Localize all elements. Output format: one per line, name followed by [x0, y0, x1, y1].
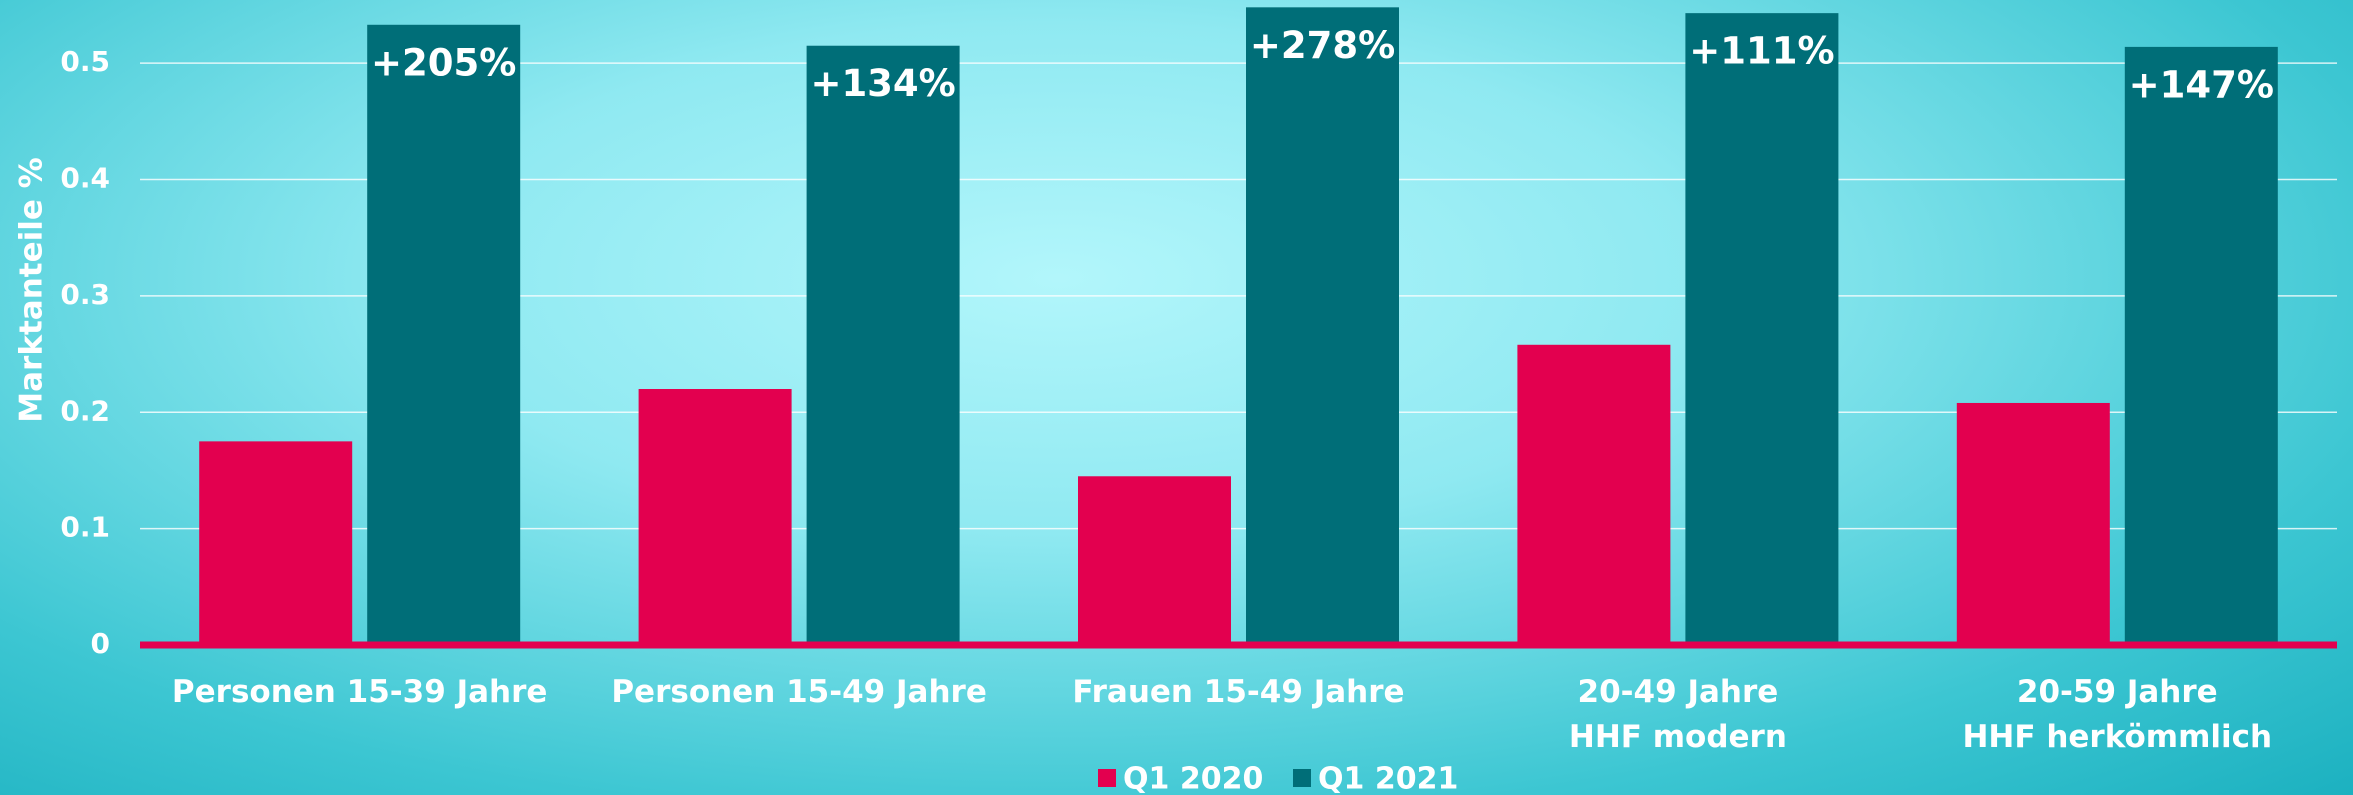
bar — [199, 441, 352, 645]
y-tick-label: 0.1 — [60, 511, 110, 544]
x-tick-label: Frauen 15-49 Jahre — [1029, 670, 1449, 715]
y-tick-label: 0.3 — [60, 278, 110, 311]
annotation: +147% — [2129, 63, 2274, 106]
bar — [1078, 476, 1231, 645]
legend-label: Q1 2021 — [1318, 762, 1458, 795]
y-axis-label: Marktanteile % — [14, 157, 50, 422]
chart: Marktanteile % 0 0.1 0.2 0.3 0.4 0.5 +205% +134… — [0, 0, 2353, 795]
annotation: +278% — [1250, 24, 1395, 67]
bar — [1246, 7, 1399, 645]
bar — [1517, 345, 1670, 645]
legend-swatch — [1098, 769, 1116, 787]
legend-swatch — [1293, 769, 1311, 787]
legend-label: Q1 2020 — [1123, 762, 1263, 795]
annotation: +111% — [1689, 30, 1834, 73]
y-tick-label: 0.5 — [60, 45, 110, 78]
y-tick-label: 0.2 — [60, 394, 110, 427]
x-tick-label: Personen 15-39 Jahre — [150, 670, 570, 715]
x-tick-label: Personen 15-49 Jahre — [589, 670, 1009, 715]
x-tick-label: 20-59 Jahre HHF herkömmlich — [1907, 670, 2327, 760]
bar — [639, 389, 792, 645]
annotation: +134% — [810, 62, 955, 105]
bar — [807, 46, 960, 645]
y-tick-label: 0 — [91, 627, 110, 660]
annotation: +205% — [371, 41, 516, 84]
bar — [2125, 47, 2278, 645]
bar — [1957, 403, 2110, 645]
bar — [1685, 13, 1838, 645]
y-tick-label: 0.4 — [60, 162, 110, 195]
bar — [367, 25, 520, 645]
x-tick-label: 20-49 Jahre HHF modern — [1468, 670, 1888, 760]
